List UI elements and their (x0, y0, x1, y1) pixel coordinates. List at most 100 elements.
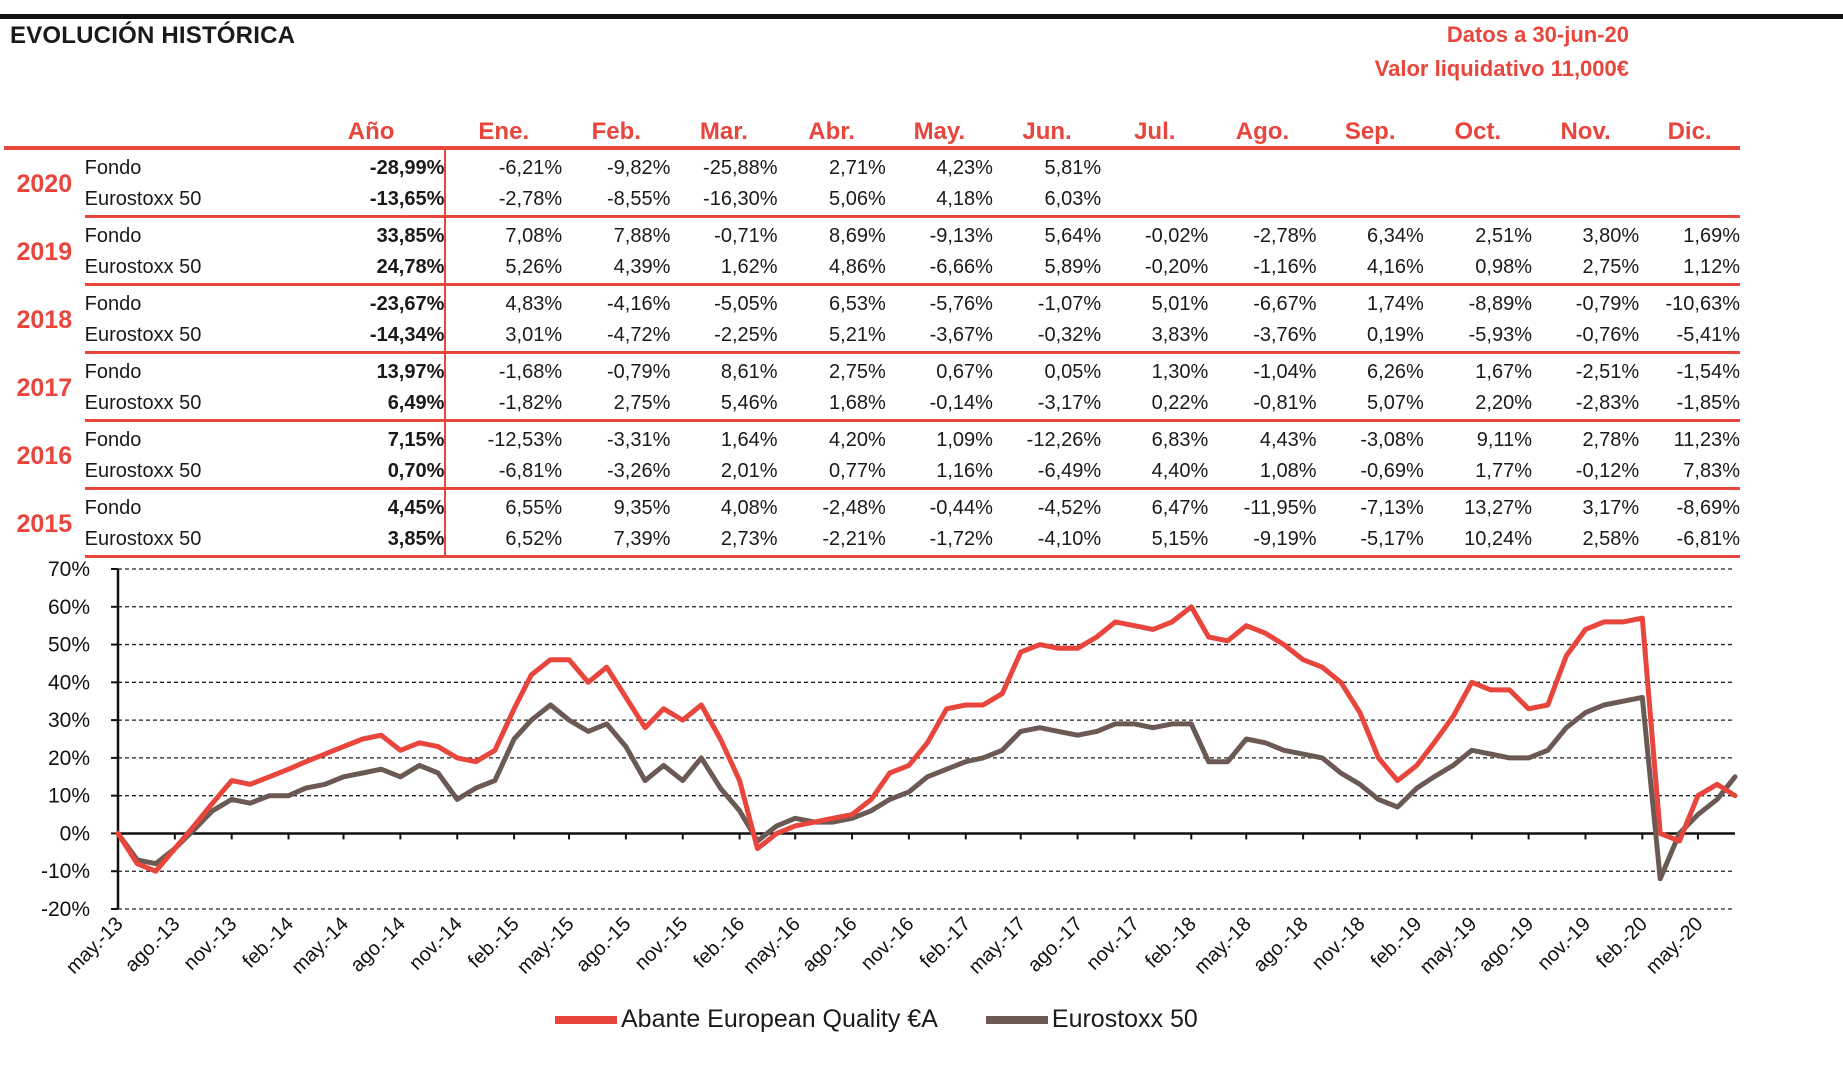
monthly-return: -12,53% (487, 429, 563, 451)
x-tick-label: nov.-18 (1308, 913, 1370, 975)
table-body: 2020 Fondo -28,99% -6,21% -9,82% -25,88% 2,71%… (4, 148, 1740, 558)
col-header: Nov. (1560, 118, 1611, 145)
monthly-return: -11,95% (1243, 497, 1317, 519)
y-tick-label: 40% (48, 671, 90, 694)
header-spacer (85, 112, 297, 148)
legend-label-index: Eurostoxx 50 (1051, 1005, 1198, 1033)
year-label: 2016 (16, 441, 73, 470)
monthly-return: -1,68% (498, 361, 563, 383)
monthly-return (1316, 184, 1424, 218)
monthly-return: 0,05% (1044, 361, 1102, 383)
col-header: Ene. (478, 118, 530, 145)
monthly-return (1639, 184, 1740, 218)
monthly-return: 1,30% (1151, 361, 1209, 383)
monthly-return: -5,05% (714, 293, 778, 315)
col-header: May. (913, 118, 966, 145)
x-tick-label: ago.-15 (572, 913, 636, 977)
row-label: Fondo (84, 361, 142, 383)
legend-item-index: Eurostoxx 50 (985, 1005, 1198, 1034)
x-tick-label: nov.-15 (631, 913, 693, 975)
col-header: Jun. (1022, 118, 1072, 145)
performance-table: Año Ene. Feb. Mar. Abr. May. Jun. Jul. A… (4, 112, 1740, 558)
monthly-return: 6,52% (445, 524, 563, 558)
monthly-return: 6,83% (1151, 429, 1209, 451)
table-row: Eurostoxx 50 6,49% -1,82% 2,75% 5,46% 1,68% -0… (4, 388, 1740, 422)
y-tick-label: 70% (48, 558, 90, 581)
x-tick-label: may.-15 (513, 913, 579, 979)
x-tick-label: ago.-18 (1249, 913, 1313, 977)
row-label: Eurostoxx 50 (84, 524, 297, 558)
monthly-return: -0,79% (606, 361, 671, 383)
monthly-return: 7,08% (505, 225, 563, 247)
x-tick-label: may.-13 (62, 913, 128, 979)
monthly-return: -4,10% (992, 524, 1102, 558)
series-line-index (115, 694, 1738, 882)
monthly-return: -5,41% (1639, 320, 1740, 354)
row-label: Eurostoxx 50 (84, 320, 297, 354)
monthly-return: -1,72% (885, 524, 993, 558)
monthly-return: -0,81% (1208, 388, 1317, 422)
monthly-return: -2,78% (445, 184, 563, 218)
monthly-return: 1,12% (1639, 252, 1740, 286)
page-title: EVOLUCIÓN HISTÓRICA (10, 22, 296, 49)
monthly-return: -6,21% (498, 157, 563, 179)
annual-return: 7,15% (296, 420, 447, 456)
monthly-return: 0,22% (1101, 388, 1209, 422)
col-header: Mar. (699, 118, 748, 145)
monthly-return: -5,17% (1316, 524, 1424, 558)
monthly-return: 2,75% (829, 361, 886, 383)
monthly-return: -3,67% (885, 320, 993, 354)
x-tick-label: nov.-19 (1533, 913, 1595, 975)
monthly-return: 4,40% (1101, 456, 1209, 490)
monthly-return: -2,21% (777, 524, 886, 558)
year-label: 2019 (16, 237, 73, 266)
col-header: Sep. (1344, 118, 1396, 145)
x-tick-label: ago.-14 (346, 913, 410, 977)
table-row: 2015 Fondo 4,45% 6,55% 9,35% 4,08% -2,48% -0,44… (4, 488, 1740, 538)
table-row: Eurostoxx 50 24,78% 5,26% 4,39% 1,62% 4,86% -6… (4, 252, 1740, 286)
annual-return: 24,78% (296, 252, 447, 286)
monthly-return: -3,31% (606, 429, 671, 451)
monthly-return: -9,13% (929, 225, 993, 247)
col-header: Abr. (808, 118, 855, 145)
y-tick-label: 50% (48, 634, 90, 657)
monthly-return (1531, 184, 1640, 218)
monthly-return: 1,69% (1683, 225, 1740, 247)
annual-return: 3,85% (296, 524, 447, 558)
monthly-return: 4,39% (562, 252, 671, 286)
monthly-return: -3,17% (992, 388, 1102, 422)
legend-swatch-index (985, 1015, 1048, 1024)
monthly-return: 4,23% (936, 157, 993, 179)
monthly-return: 2,73% (670, 524, 778, 558)
monthly-return: -6,67% (1253, 293, 1317, 315)
monthly-return: -1,04% (1253, 361, 1317, 383)
table-row: Eurostoxx 50 0,70% -6,81% -3,26% 2,01% 0,77% 1… (4, 456, 1740, 490)
x-tick-label: ago.-17 (1024, 913, 1088, 977)
monthly-return (1101, 148, 1208, 184)
row-label: Eurostoxx 50 (84, 388, 297, 422)
monthly-return: -1,82% (445, 388, 563, 422)
col-header: Año (347, 118, 395, 145)
year-label: 2020 (16, 170, 73, 199)
monthly-return: 4,20% (829, 429, 886, 451)
row-label: Fondo (84, 497, 142, 519)
x-tick-label: may.-16 (739, 913, 805, 979)
monthly-return: 1,74% (1367, 293, 1424, 315)
monthly-return: 11,23% (1673, 429, 1740, 451)
monthly-return: 2,58% (1531, 524, 1640, 558)
monthly-return: -16,30% (670, 184, 778, 218)
header-spacer (4, 112, 85, 148)
annual-return: 0,70% (296, 456, 447, 490)
monthly-return (1208, 148, 1316, 184)
monthly-return: 0,67% (936, 361, 993, 383)
y-tick-label: 30% (48, 709, 90, 732)
y-tick-label: 60% (48, 596, 90, 619)
y-tick-label: 10% (48, 785, 90, 808)
monthly-return: 8,69% (829, 225, 886, 247)
table-row: 2016 Fondo 7,15% -12,53% -3,31% 1,64% 4,20% 1,0… (4, 420, 1740, 470)
row-label: Fondo (84, 293, 142, 315)
monthly-return: 0,19% (1316, 320, 1424, 354)
monthly-return: -0,71% (714, 225, 778, 247)
monthly-return: -1,16% (1208, 252, 1317, 286)
table-row: Eurostoxx 50 3,85% 6,52% 7,39% 2,73% -2,21% -1… (4, 524, 1740, 558)
